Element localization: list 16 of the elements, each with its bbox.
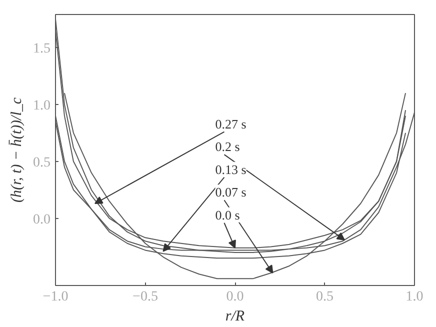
y-tick-label: 0.5 xyxy=(33,155,50,170)
annotation: 0.0 s xyxy=(215,207,240,222)
annotation: 0.07 s xyxy=(215,184,246,200)
annotation: 0.2 s xyxy=(215,139,240,154)
y-axis-title: (h(r, t) − h̄(t))/l_c xyxy=(8,97,25,203)
y-tick-label: 0.0 xyxy=(33,212,50,228)
y-tick-label: 1.5 xyxy=(33,42,50,57)
x-axis-title: r/R xyxy=(225,308,245,324)
x-tick-label: 0.5 xyxy=(316,290,334,304)
x-tick-label: −0.5 xyxy=(132,290,158,304)
annotation: 0.27 s xyxy=(215,116,246,132)
x-tick-label: 0.0 xyxy=(226,290,244,304)
x-tick-label: 1.0 xyxy=(406,290,424,304)
x-tick-label: −1.0 xyxy=(42,290,68,304)
annotation: 0.13 s xyxy=(215,162,246,177)
y-tick-label: 1.0 xyxy=(33,98,50,114)
